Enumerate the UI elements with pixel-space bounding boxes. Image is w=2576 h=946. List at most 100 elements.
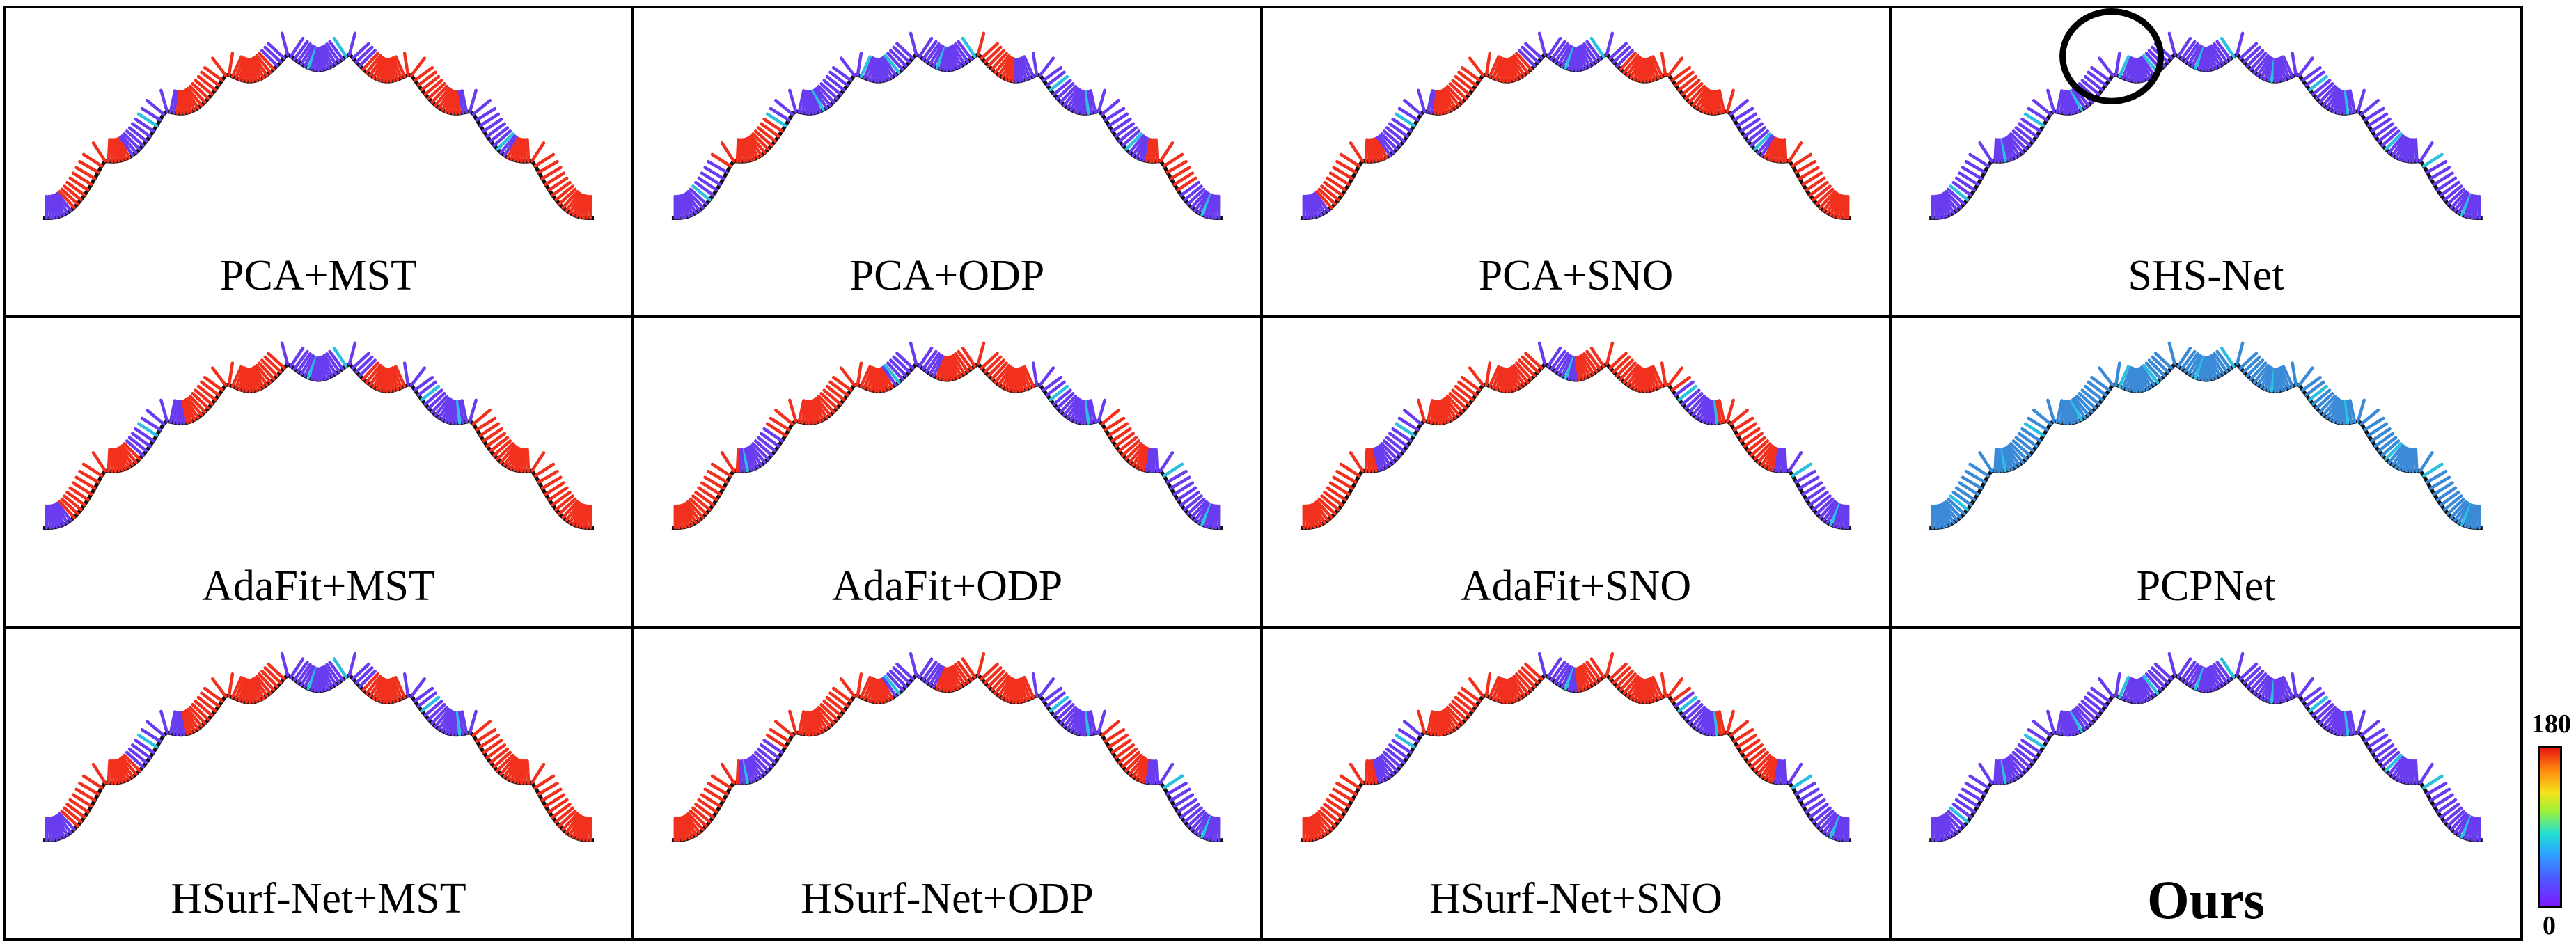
normal-arrow [1954,176,1977,192]
normal-arrow [537,781,559,796]
normal-arrow [759,743,780,759]
normal-arrow [146,719,166,737]
normal-arrow [1560,45,1574,68]
normal-arrow [2142,364,2160,384]
normal-arrow [561,812,579,831]
normal-arrow [263,45,283,64]
normal-arrow [322,44,338,66]
normal-arrow [427,82,446,100]
normal-arrow [746,446,760,469]
normal-arrow [2467,816,2475,841]
normal-arrow [961,347,977,368]
normal-arrow [460,709,469,735]
normal-arrow [710,462,732,478]
normal-arrow [2359,99,2380,116]
normal-arrow [1839,504,1846,530]
normal-arrow [1933,194,1938,220]
normal-arrow [112,138,118,164]
normal-arrow [140,727,162,743]
normal-arrow [2176,656,2192,679]
normal-arrow [2114,361,2121,387]
normal-arrow [1306,504,1313,530]
normal-arrow [485,743,507,759]
normal-arrow [1825,814,1840,837]
normal-arrow [1172,793,1195,808]
normal-arrow [489,747,510,764]
normal-arrow [1320,806,1340,823]
normal-arrow [146,409,166,426]
normal-arrow [182,89,196,112]
normal-arrow [1842,504,1847,530]
normal-arrow [1829,815,1841,839]
normal-arrow [1448,392,1468,410]
normal-arrow [113,448,120,473]
normal-arrow [1349,762,1365,785]
normal-arrow [1062,397,1080,417]
normal-arrow [1313,191,1330,212]
normal-arrow [683,814,698,837]
normal-arrow [1958,481,1979,496]
normal-arrow [182,89,193,113]
normal-arrow [700,481,722,496]
normal-arrow [499,755,517,776]
normal-arrow [2011,439,2032,457]
normal-arrow [2377,126,2398,143]
normal-arrow [2121,56,2133,80]
normal-arrow [389,57,400,81]
normal-arrow [1328,793,1351,808]
normal-arrow [1124,132,1143,151]
normal-arrow [63,806,83,823]
normal-arrow [2298,56,2314,77]
normal-arrow [468,398,478,423]
normal-arrow [1190,190,1208,210]
normal-arrow [1394,112,1416,127]
normal-arrow [1978,451,1993,473]
normal-arrow [1154,759,1159,785]
normal-arrow [997,365,1013,387]
normal-arrow [2238,662,2259,681]
normal-arrow [391,56,403,80]
normal-arrow [879,367,894,389]
normal-arrow [1647,57,1657,81]
normal-arrow [2456,503,2472,525]
colorbar-min-label: 0 [2543,911,2556,940]
normal-arrow [184,709,200,731]
normal-arrow [1622,54,1640,74]
normal-arrow [91,762,107,785]
normal-arrow [1839,816,1846,842]
normal-arrow [441,709,455,733]
normal-arrow [1016,368,1025,393]
normal-arrow [1770,137,1780,162]
normal-arrow [1193,501,1210,523]
normal-arrow [2187,664,2202,686]
normal-arrow [1510,365,1526,387]
normal-arrow [1949,806,1970,823]
normal-arrow [746,757,760,781]
normal-arrow [1186,497,1206,516]
normal-arrow [735,138,740,164]
normal-arrow [2235,341,2245,366]
normal-arrow [1660,52,1667,77]
normal-arrow [1128,444,1145,464]
normal-arrow [2220,36,2236,58]
normal-arrow [2245,669,2265,688]
normal-visualization [1929,341,2483,530]
normal-arrow [1305,816,1310,842]
normal-arrow [558,809,577,828]
normal-arrow [2343,711,2350,736]
normal-arrow [751,132,770,151]
normal-arrow [2298,677,2314,698]
normal-arrow [2384,442,2403,461]
normal-arrow [2144,672,2163,692]
normal-arrow [1774,759,1781,785]
normal-arrow [1746,747,1767,764]
normal-arrow [2014,436,2035,453]
normal-arrow [1622,364,1640,384]
normal-arrow [1376,757,1392,778]
normal-arrow [2252,364,2270,384]
normal-arrow [2002,758,2014,782]
normal-arrow [1443,707,1461,728]
normal-arrow [2366,422,2389,438]
normal-arrow [1142,137,1151,162]
normal-arrow [1649,366,1660,390]
